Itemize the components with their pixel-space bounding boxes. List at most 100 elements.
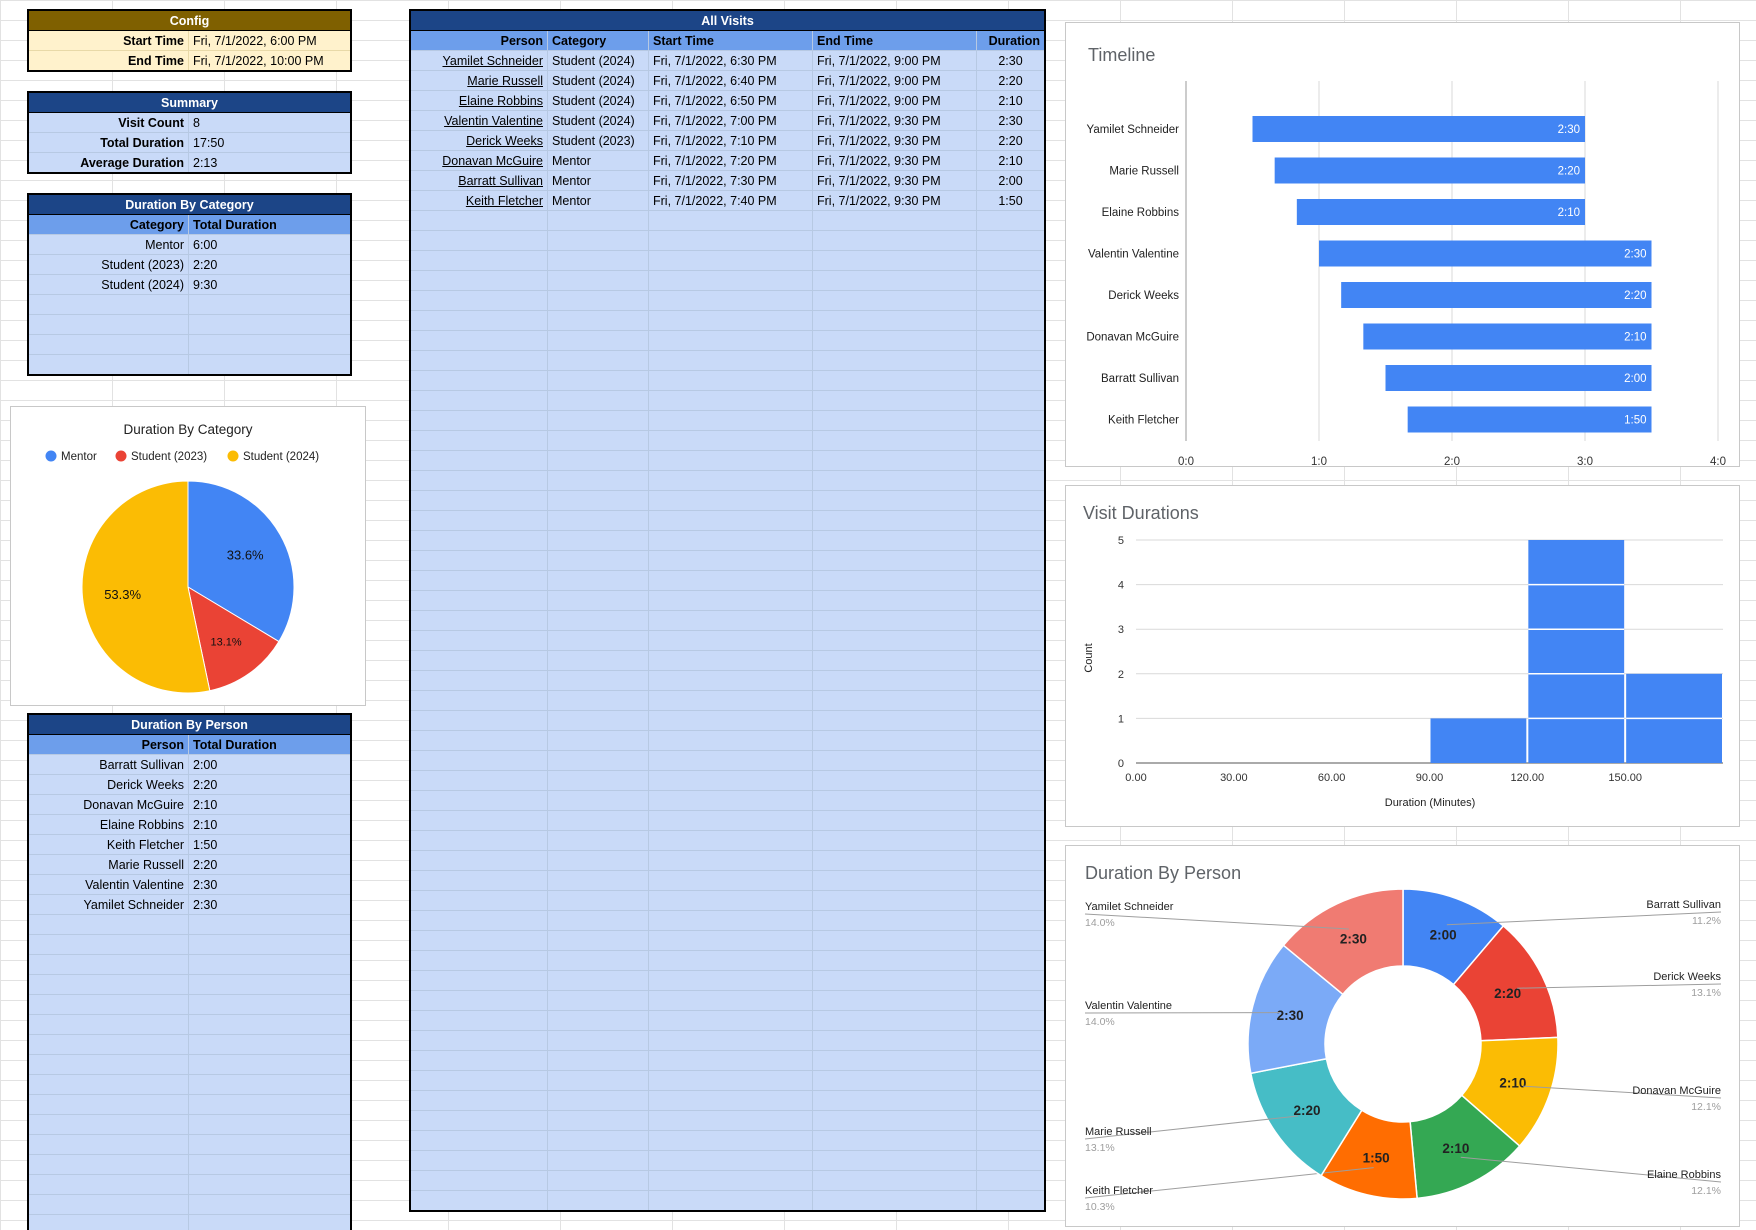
empty-cell[interactable] xyxy=(812,970,977,991)
empty-cell[interactable] xyxy=(975,750,1046,771)
duration-column-header[interactable]: Duration xyxy=(975,30,1046,51)
empty-cell[interactable] xyxy=(648,270,813,291)
empty-cell[interactable] xyxy=(648,1130,813,1151)
empty-cell[interactable] xyxy=(547,1010,649,1031)
person-cell[interactable]: Donavan McGuire xyxy=(410,150,548,171)
empty-cell[interactable] xyxy=(648,1150,813,1171)
empty-cell[interactable] xyxy=(547,830,649,851)
start-time-cell[interactable]: Fri, 7/1/2022, 7:10 PM xyxy=(648,130,813,151)
empty-cell[interactable] xyxy=(547,590,649,611)
empty-cell[interactable] xyxy=(975,530,1046,551)
empty-cell[interactable] xyxy=(812,950,977,971)
empty-cell[interactable] xyxy=(975,970,1046,991)
empty-cell[interactable] xyxy=(547,650,649,671)
empty-cell[interactable] xyxy=(547,530,649,551)
empty-cell[interactable] xyxy=(28,1214,189,1230)
empty-cell[interactable] xyxy=(975,870,1046,891)
empty-cell[interactable] xyxy=(410,510,548,531)
end-time-column-header[interactable]: End Time xyxy=(812,30,977,51)
end-time-cell[interactable]: Fri, 7/1/2022, 9:30 PM xyxy=(812,170,977,191)
empty-cell[interactable] xyxy=(975,830,1046,851)
duration-cell[interactable]: 2:20 xyxy=(188,854,351,875)
empty-cell[interactable] xyxy=(812,690,977,711)
empty-cell[interactable] xyxy=(648,250,813,271)
category-cell[interactable]: Student (2024) xyxy=(547,70,649,91)
empty-cell[interactable] xyxy=(547,250,649,271)
empty-cell[interactable] xyxy=(410,1130,548,1151)
duration-cell[interactable]: 2:20 xyxy=(975,70,1046,91)
empty-cell[interactable] xyxy=(975,450,1046,471)
empty-cell[interactable] xyxy=(975,410,1046,431)
empty-cell[interactable] xyxy=(812,550,977,571)
empty-cell[interactable] xyxy=(975,290,1046,311)
empty-cell[interactable] xyxy=(812,230,977,251)
empty-cell[interactable] xyxy=(975,370,1046,391)
empty-cell[interactable] xyxy=(547,670,649,691)
category-name-cell[interactable]: Student (2023) xyxy=(28,254,189,275)
empty-cell[interactable] xyxy=(812,1110,977,1131)
category-cell[interactable]: Mentor xyxy=(547,150,649,171)
empty-cell[interactable] xyxy=(188,314,351,335)
empty-cell[interactable] xyxy=(975,710,1046,731)
person-cell[interactable]: Valentin Valentine xyxy=(410,110,548,131)
empty-cell[interactable] xyxy=(410,310,548,331)
empty-cell[interactable] xyxy=(547,1050,649,1071)
average-duration-value[interactable]: 2:13 xyxy=(187,152,352,173)
empty-cell[interactable] xyxy=(28,1014,189,1035)
empty-cell[interactable] xyxy=(648,210,813,231)
empty-cell[interactable] xyxy=(410,490,548,511)
empty-cell[interactable] xyxy=(975,310,1046,331)
empty-cell[interactable] xyxy=(28,974,189,995)
empty-cell[interactable] xyxy=(648,390,813,411)
empty-cell[interactable] xyxy=(547,1090,649,1111)
empty-cell[interactable] xyxy=(812,510,977,531)
empty-cell[interactable] xyxy=(28,354,189,375)
config-end-value[interactable]: Fri, 7/1/2022, 10:00 PM xyxy=(187,50,352,71)
start-time-cell[interactable]: Fri, 7/1/2022, 7:20 PM xyxy=(648,150,813,171)
empty-cell[interactable] xyxy=(812,790,977,811)
empty-cell[interactable] xyxy=(812,490,977,511)
empty-cell[interactable] xyxy=(648,690,813,711)
empty-cell[interactable] xyxy=(547,410,649,431)
empty-cell[interactable] xyxy=(648,430,813,451)
empty-cell[interactable] xyxy=(648,1110,813,1131)
empty-cell[interactable] xyxy=(648,1190,813,1211)
empty-cell[interactable] xyxy=(188,1194,351,1215)
empty-cell[interactable] xyxy=(547,1030,649,1051)
empty-cell[interactable] xyxy=(28,334,189,355)
empty-cell[interactable] xyxy=(410,770,548,791)
empty-cell[interactable] xyxy=(28,1194,189,1215)
duration-cell[interactable]: 2:10 xyxy=(188,794,351,815)
empty-cell[interactable] xyxy=(547,550,649,571)
empty-cell[interactable] xyxy=(812,650,977,671)
empty-cell[interactable] xyxy=(410,990,548,1011)
empty-cell[interactable] xyxy=(188,1154,351,1175)
category-name-cell[interactable]: Student (2024) xyxy=(28,274,189,295)
empty-cell[interactable] xyxy=(410,690,548,711)
empty-cell[interactable] xyxy=(648,330,813,351)
end-time-cell[interactable]: Fri, 7/1/2022, 9:30 PM xyxy=(812,190,977,211)
empty-cell[interactable] xyxy=(188,994,351,1015)
empty-cell[interactable] xyxy=(648,310,813,331)
duration-cell[interactable]: 2:00 xyxy=(975,170,1046,191)
person-cell[interactable]: Barratt Sullivan xyxy=(410,170,548,191)
empty-cell[interactable] xyxy=(812,1130,977,1151)
end-time-cell[interactable]: Fri, 7/1/2022, 9:00 PM xyxy=(812,70,977,91)
empty-cell[interactable] xyxy=(410,610,548,631)
start-time-cell[interactable]: Fri, 7/1/2022, 6:50 PM xyxy=(648,90,813,111)
empty-cell[interactable] xyxy=(975,350,1046,371)
duration-cell[interactable]: 1:50 xyxy=(975,190,1046,211)
empty-cell[interactable] xyxy=(975,270,1046,291)
visit-durations-chart[interactable]: Visit Durations 0 1 2 3 4 5 0.00 30.00 60.00 90.0… xyxy=(1065,485,1740,827)
person-donut-chart[interactable]: Duration By Person 2:00 Barratt Sullivan 1… xyxy=(1065,845,1740,1227)
empty-cell[interactable] xyxy=(188,354,351,375)
empty-cell[interactable] xyxy=(188,334,351,355)
empty-cell[interactable] xyxy=(410,830,548,851)
empty-cell[interactable] xyxy=(648,350,813,371)
empty-cell[interactable] xyxy=(410,210,548,231)
config-start-value[interactable]: Fri, 7/1/2022, 6:00 PM xyxy=(187,30,352,51)
empty-cell[interactable] xyxy=(812,630,977,651)
empty-cell[interactable] xyxy=(547,570,649,591)
average-duration-label[interactable]: Average Duration xyxy=(28,152,189,173)
person-name-cell[interactable]: Valentin Valentine xyxy=(28,874,189,895)
